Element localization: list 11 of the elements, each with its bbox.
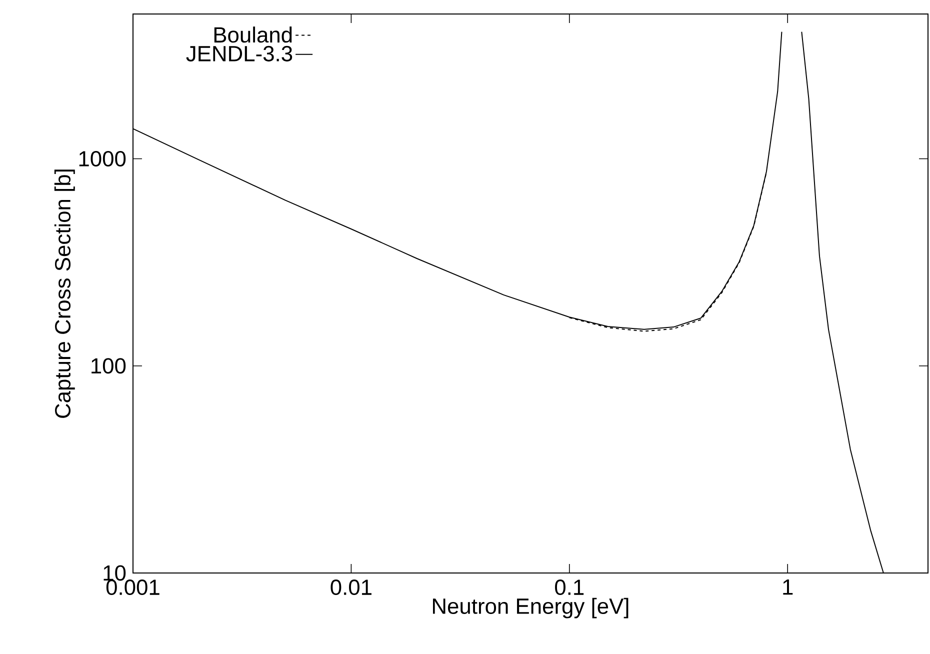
y-axis-title: Capture Cross Section [b] (54, 170, 75, 418)
y-tick-label: 1000 (79, 150, 126, 167)
y-tick-label: 100 (92, 358, 126, 374)
y-tick-label: 10 (104, 565, 126, 581)
x-tick-label: 0.001 (106, 580, 160, 596)
x-tick-label: 1 (783, 580, 793, 595)
x-axis-title: Neutron Energy [eV] (433, 598, 628, 618)
x-tick-label: 0.01 (330, 580, 372, 596)
legend-label: Bouland (214, 26, 292, 43)
legend-label: JENDL-3.3 (186, 46, 292, 62)
x-tick-label: 0.1 (555, 580, 584, 596)
